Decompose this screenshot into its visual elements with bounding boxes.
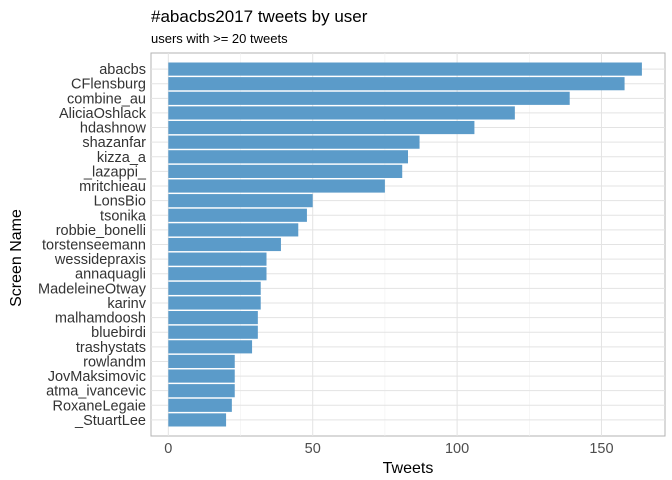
bar-shazanfar [168,135,420,149]
category-label: robbie_bonelli [56,223,146,239]
category-label: combine_au [67,91,146,107]
category-label: trashystats [76,340,146,356]
category-label: tsonika [100,208,147,224]
bar-tsonika [168,208,307,222]
category-label: AliciaOshlack [59,106,147,122]
bar-torstenseemann [168,237,281,252]
category-label: MadeleineOtway [38,281,147,297]
x-tick-labels: 0 50 100 150 [164,441,613,457]
chart-subtitle: users with >= 20 tweets [151,31,288,46]
bar-_lazappi_ [168,164,403,178]
bar-LonsBio [168,194,313,208]
bar-_StuartLee [168,413,227,427]
bar-MadeleineOtway [168,281,261,295]
category-label: wessidepraxis [54,252,146,268]
bar-abacbs [168,62,642,76]
chart-title: #abacbs2017 tweets by user [151,7,368,26]
category-label: hdashnow [80,121,147,137]
x-tick-label: 150 [589,441,613,457]
category-label: karinv [107,296,146,312]
x-axis-title: Tweets [383,460,434,477]
category-label: rowlandm [83,354,146,370]
bar-CFlensburg [168,77,625,91]
x-tick-label: 100 [445,441,469,457]
bar-bluebirdi [168,325,258,339]
category-label: malhamdoosh [55,311,146,327]
bar-AliciaOshlack [168,106,515,120]
bar-annaquagli [168,267,267,281]
bar-wessidepraxis [168,252,267,266]
bar-RoxaneLegaie [168,398,232,412]
bar-atma_ivancevic [168,384,235,398]
category-label: bluebirdi [91,325,146,341]
bar-mritchieau [168,179,385,193]
category-label: _lazappi_ [83,164,147,180]
y-axis-title: Screen Name [8,209,25,307]
bar-rowlandm [168,354,235,369]
category-labels: abacbsCFlensburgcombine_auAliciaOshlackh… [38,62,147,429]
category-label: shazanfar [82,135,146,151]
category-label: torstenseemann [42,238,146,254]
category-label: CFlensburg [71,77,146,93]
category-label: annaquagli [75,267,146,283]
category-label: JovMaksimovic [48,369,146,385]
bar-combine_au [168,91,570,105]
category-label: RoxaneLegaie [52,398,146,414]
bars [168,62,642,427]
bar-JovMaksimovic [168,369,235,383]
category-label: kizza_a [97,150,147,166]
x-tick-label: 0 [164,441,172,457]
category-label: mritchieau [79,179,146,195]
bar-malhamdoosh [168,311,258,325]
bar-hdashnow [168,120,475,135]
category-label: LonsBio [94,194,146,210]
bar-robbie_bonelli [168,223,299,237]
category-label: abacbs [99,62,146,78]
bar-trashystats [168,340,253,354]
bar-karinv [168,296,261,310]
x-tick-label: 50 [305,441,321,457]
category-label: atma_ivancevic [46,384,146,400]
bar-kizza_a [168,150,408,164]
category-label: _StuartLee [74,413,146,429]
